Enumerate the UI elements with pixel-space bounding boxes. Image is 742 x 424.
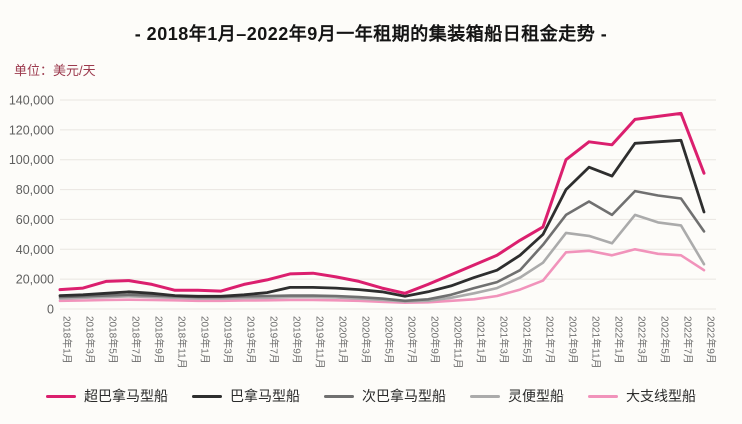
chart-title: - 2018年1月–2022年9月一年租期的集装箱船日租金走势 - [134,24,608,44]
y-axis-tick-label: 0 [47,303,54,317]
x-axis-tick-label: 2021年1月 [475,316,488,364]
x-axis-tick-label: 2020年1月 [337,316,350,364]
x-axis-tick-label: 2021年3月 [498,316,511,364]
x-axis-tick-label: 2018年1月 [61,316,74,364]
legend-item-4: 大支线型船 [588,386,696,406]
x-axis-tick-label: 2022年7月 [682,316,695,364]
chart-legend: 超巴拿马型船 巴拿马型船 次巴拿马型船 灵便型船 大支线型船 [0,386,742,406]
x-axis-tick-label: 2022年3月 [636,316,649,364]
y-axis-tick-label: 40,000 [16,243,54,257]
x-axis-tick-label: 2022年1月 [613,316,626,364]
x-axis-tick-label: 2018年7月 [130,316,143,364]
y-axis-tick-label: 140,000 [9,94,54,108]
x-axis-tick-label: 2019年5月 [245,316,258,364]
x-axis-tick-label: 2020年11月 [452,316,465,369]
x-axis-tick-label: 2019年7月 [268,316,281,364]
legend-item-1: 巴拿马型船 [192,386,300,406]
x-axis-tick-label: 2020年3月 [360,316,373,364]
y-axis-tick-label: 120,000 [9,123,54,137]
chart-area: 0 20,000 40,000 60,000 80,000 100,000 120,000 1… [9,94,718,369]
x-axis-tick-label: 2018年9月 [153,316,166,364]
series-line-0 [58,111,706,295]
series-line-1 [58,138,706,298]
y-axis-tick-label: 100,000 [9,153,54,167]
x-axis-tick-label: 2021年9月 [567,316,580,364]
x-axis-tick-label: 2021年7月 [544,316,557,364]
legend-item-2: 次巴拿马型船 [324,386,446,406]
x-axis-tick-label: 2020年9月 [429,316,442,364]
legend-swatch-0 [46,394,76,398]
legend-label-4: 大支线型船 [626,388,696,404]
legend-swatch-2 [324,394,354,398]
x-axis-tick-label: 2021年11月 [590,316,603,369]
legend-label-1: 巴拿马型船 [230,388,300,404]
x-axis-tick-label: 2020年5月 [383,316,396,364]
y-axis-tick-label: 60,000 [16,213,54,227]
x-axis-tick-label: 2018年3月 [84,316,97,364]
legend-item-0: 超巴拿马型船 [46,386,168,406]
legend-label-0: 超巴拿马型船 [84,388,168,404]
x-axis-tick-label: 2022年5月 [659,316,672,364]
line-chart: 0 20,000 40,000 60,000 80,000 100,000 120,000 1… [9,94,718,369]
legend-swatch-1 [192,394,222,398]
legend-label-2: 次巴拿马型船 [362,388,446,404]
series-line-3 [58,213,706,303]
x-axis-tick-label: 2022年9月 [705,316,718,364]
y-axis-tick-label: 20,000 [16,273,54,287]
legend-swatch-3 [470,394,500,398]
x-axis-tick-label: 2021年5月 [521,316,534,364]
x-axis-tick-label: 2018年11月 [176,316,189,369]
x-axis-tick-label: 2019年1月 [199,316,212,364]
legend-swatch-4 [588,394,618,398]
x-axis-tick-label: 2019年9月 [291,316,304,364]
unit-label: 单位：美元/天 [14,63,96,78]
x-axis-tick-label: 2019年11月 [314,316,327,369]
x-axis-tick-label: 2020年7月 [406,316,419,364]
legend-item-3: 灵便型船 [470,386,564,406]
legend-label-3: 灵便型船 [508,388,564,404]
x-axis-tick-label: 2019年3月 [222,316,235,364]
x-axis-tick-label: 2018年5月 [107,316,120,364]
series-line-4 [58,248,706,304]
y-axis-tick-label: 80,000 [16,183,54,197]
